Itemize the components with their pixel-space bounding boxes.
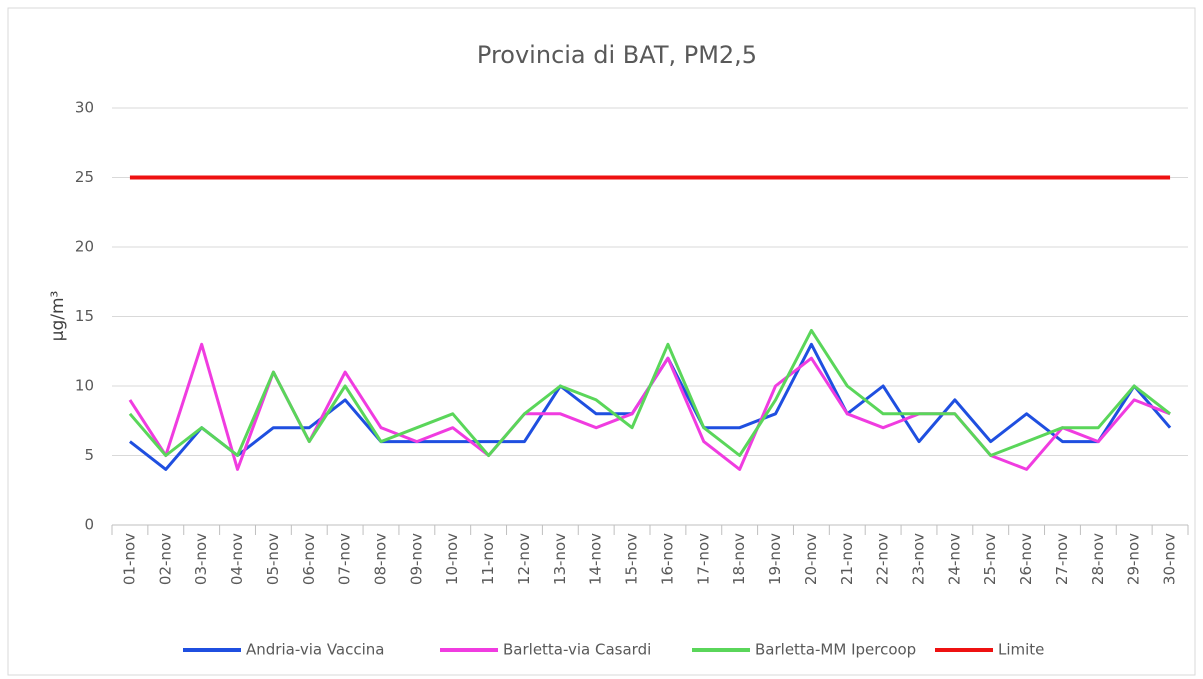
x-tick-label: 26-nov — [1017, 533, 1035, 585]
x-tick-label: 27-nov — [1053, 533, 1071, 585]
x-tick-label: 23-nov — [910, 533, 928, 585]
x-tick-label: 05-nov — [264, 533, 282, 585]
x-tick-label: 30-nov — [1161, 533, 1179, 585]
x-tick-label: 10-nov — [443, 533, 461, 585]
legend-label: Andria-via Vaccina — [246, 641, 384, 659]
x-tick-label: 04-nov — [228, 533, 246, 585]
x-tick-label: 29-nov — [1125, 533, 1143, 585]
chart-title: Provincia di BAT, PM2,5 — [477, 41, 757, 69]
x-tick-label: 11-nov — [479, 533, 497, 585]
x-tick-label: 24-nov — [945, 533, 963, 585]
legend-label: Barletta-via Casardi — [503, 641, 651, 659]
y-tick-label: 5 — [84, 446, 94, 464]
x-tick-label: 15-nov — [623, 533, 641, 585]
y-tick-label: 10 — [75, 377, 94, 395]
x-tick-label: 13-nov — [551, 533, 569, 585]
x-tick-label: 25-nov — [981, 533, 999, 585]
x-tick-label: 08-nov — [372, 533, 390, 585]
x-tick-label: 14-nov — [587, 533, 605, 585]
series-line — [128, 328, 1171, 457]
chart-border — [7, 7, 1196, 676]
y-tick-label: 0 — [84, 516, 94, 534]
x-tick-label: 19-nov — [766, 533, 784, 585]
y-tick-label: 20 — [75, 238, 94, 256]
y-axis-label: µg/m³ — [48, 291, 68, 342]
x-tick-label: 09-nov — [407, 533, 425, 585]
y-tick-label: 15 — [75, 307, 94, 325]
y-tick-label: 25 — [75, 168, 94, 186]
x-tick-label: 20-nov — [802, 533, 820, 585]
x-tick-label: 17-nov — [694, 533, 712, 585]
x-tick-label: 21-nov — [838, 533, 856, 585]
legend-label: Barletta-MM Ipercoop — [755, 641, 916, 659]
x-tick-label: 01-nov — [120, 533, 138, 585]
x-tick-label: 18-nov — [730, 533, 748, 585]
x-tick-label: 03-nov — [192, 533, 210, 585]
legend-label: Limite — [998, 641, 1044, 659]
y-tick-label: 30 — [75, 99, 94, 117]
x-tick-label: 16-nov — [658, 533, 676, 585]
x-tick-label: 12-nov — [515, 533, 533, 585]
x-tick-label: 28-nov — [1089, 533, 1107, 585]
x-tick-label: 22-nov — [874, 533, 892, 585]
x-tick-label: 02-nov — [156, 533, 174, 585]
x-tick-label: 07-nov — [336, 533, 354, 585]
x-tick-label: 06-nov — [300, 533, 318, 585]
